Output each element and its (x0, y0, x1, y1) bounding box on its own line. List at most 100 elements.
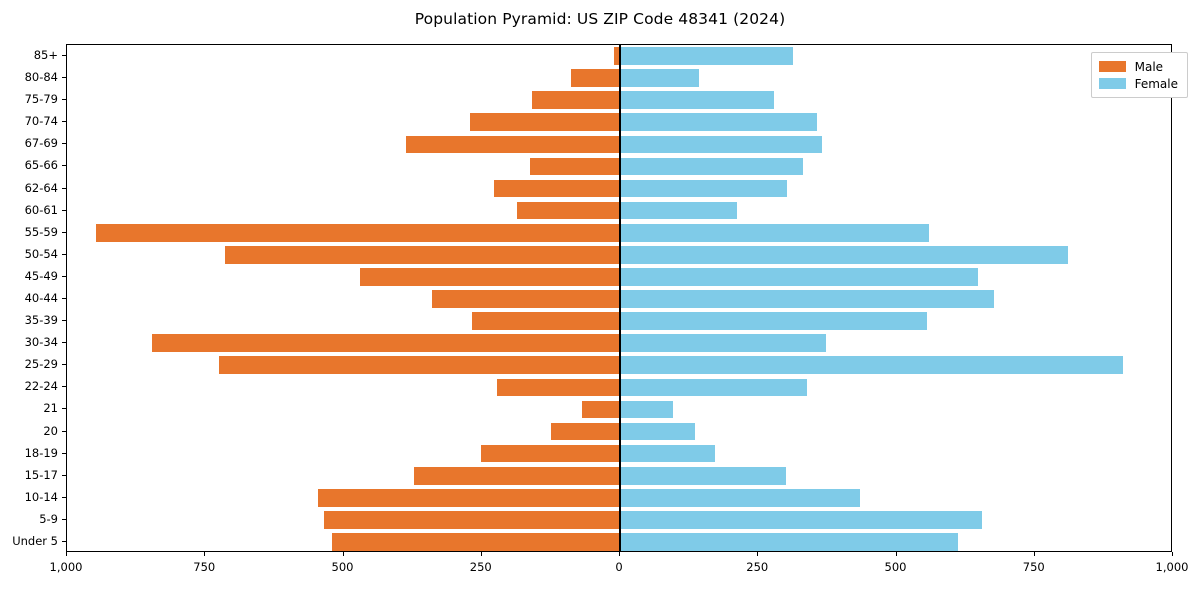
bar-female-under-5[interactable] (620, 533, 959, 551)
y-tick-mark (62, 540, 66, 542)
bar-male-75-79[interactable] (532, 91, 620, 110)
bar-male-30-34[interactable] (151, 334, 620, 352)
bar-row (67, 135, 1171, 154)
chart-title: Population Pyramid: US ZIP Code 48341 (2… (414, 10, 786, 28)
bar-female-21[interactable] (620, 400, 673, 419)
y-tick-label-55-59: 55-59 (24, 224, 58, 239)
bar-row (67, 290, 1171, 308)
y-tick-mark (62, 386, 66, 388)
bar-male-18-19[interactable] (481, 444, 620, 463)
bar-female-80-84[interactable] (620, 69, 700, 87)
bar-row (67, 91, 1171, 110)
bar-male-85-[interactable] (614, 47, 620, 65)
x-tick-label: 250 (746, 560, 769, 574)
y-tick-label-30-34: 30-34 (24, 335, 58, 350)
bar-male-5-9[interactable] (324, 511, 620, 529)
bar-row (67, 201, 1171, 220)
y-tick-mark (62, 452, 66, 454)
bar-row (67, 157, 1171, 176)
bar-row (67, 422, 1171, 441)
y-tick-mark (62, 342, 66, 344)
bar-female-25-29[interactable] (620, 356, 1124, 375)
y-tick-label-18-19: 18-19 (24, 445, 58, 460)
legend-swatch-female-icon (1098, 78, 1126, 89)
bar-row (67, 47, 1171, 65)
x-tick-mark (895, 552, 897, 556)
y-tick-label-15-17: 15-17 (24, 467, 58, 482)
y-tick-label-25-29: 25-29 (24, 357, 58, 372)
x-tick-mark (342, 552, 344, 556)
bar-female-18-19[interactable] (620, 444, 716, 463)
bar-male-22-24[interactable] (497, 378, 620, 397)
bar-male-35-39[interactable] (472, 312, 620, 330)
bar-row (67, 179, 1171, 198)
bar-male-67-69[interactable] (405, 135, 620, 154)
bar-female-15-17[interactable] (620, 466, 786, 485)
y-tick-mark (62, 55, 66, 57)
y-tick-mark (62, 143, 66, 145)
x-tick-label: 250 (469, 560, 492, 574)
bar-row (67, 223, 1171, 242)
bar-female-50-54[interactable] (620, 245, 1068, 264)
bar-female-5-9[interactable] (620, 511, 983, 529)
bar-male-25-29[interactable] (219, 356, 620, 375)
legend-item-female[interactable]: Female (1098, 75, 1178, 92)
bar-female-65-66[interactable] (620, 157, 804, 176)
bar-row (67, 466, 1171, 485)
bar-row (67, 488, 1171, 507)
bar-male-under-5[interactable] (331, 533, 620, 551)
bar-female-55-59[interactable] (620, 223, 930, 242)
bar-female-70-74[interactable] (620, 113, 818, 132)
bar-male-65-66[interactable] (529, 157, 620, 176)
bar-male-15-17[interactable] (414, 466, 620, 485)
bar-row (67, 245, 1171, 264)
bar-row (67, 444, 1171, 463)
y-tick-mark (62, 408, 66, 410)
bar-row (67, 400, 1171, 419)
y-tick-mark (62, 187, 66, 189)
y-tick-mark (62, 275, 66, 277)
bar-female-62-64[interactable] (620, 179, 787, 198)
bar-female-22-24[interactable] (620, 378, 807, 397)
bar-female-30-34[interactable] (620, 334, 827, 352)
bar-male-60-61[interactable] (516, 201, 620, 220)
bar-female-67-69[interactable] (620, 135, 823, 154)
bar-row (67, 334, 1171, 352)
bar-male-70-74[interactable] (469, 113, 620, 132)
y-tick-mark (62, 99, 66, 101)
y-tick-label-85-: 85+ (33, 48, 58, 63)
bar-male-50-54[interactable] (224, 245, 620, 264)
bar-female-10-14[interactable] (620, 488, 860, 507)
legend-item-male[interactable]: Male (1098, 58, 1178, 75)
x-tick-label: 1,000 (49, 560, 83, 574)
bar-female-45-49[interactable] (620, 268, 979, 286)
bar-female-75-79[interactable] (620, 91, 774, 110)
y-tick-mark (62, 518, 66, 520)
bar-male-10-14[interactable] (318, 488, 620, 507)
legend-label: Male (1134, 59, 1164, 74)
bar-male-40-44[interactable] (431, 290, 620, 308)
bar-male-55-59[interactable] (95, 223, 620, 242)
y-tick-mark (62, 496, 66, 498)
bar-female-35-39[interactable] (620, 312, 928, 330)
bar-female-60-61[interactable] (620, 201, 737, 220)
bar-male-80-84[interactable] (571, 69, 620, 87)
x-tick-mark (1172, 552, 1173, 556)
x-tick-label: 1,000 (1155, 560, 1189, 574)
y-tick-mark (62, 77, 66, 79)
x-tick-label: 750 (193, 560, 216, 574)
bar-female-20[interactable] (620, 422, 695, 441)
bar-male-21[interactable] (582, 400, 620, 419)
y-tick-label-40-44: 40-44 (24, 291, 58, 305)
y-tick-label-5-9: 5-9 (39, 511, 58, 526)
bar-male-45-49[interactable] (360, 268, 620, 286)
y-tick-mark (62, 165, 66, 167)
x-tick-mark (480, 552, 482, 556)
bar-male-20[interactable] (551, 422, 620, 441)
y-tick-mark (62, 474, 66, 476)
y-tick-mark (62, 298, 66, 299)
bar-female-40-44[interactable] (620, 290, 994, 308)
bar-female-85-[interactable] (620, 47, 793, 65)
bar-male-62-64[interactable] (493, 179, 620, 198)
